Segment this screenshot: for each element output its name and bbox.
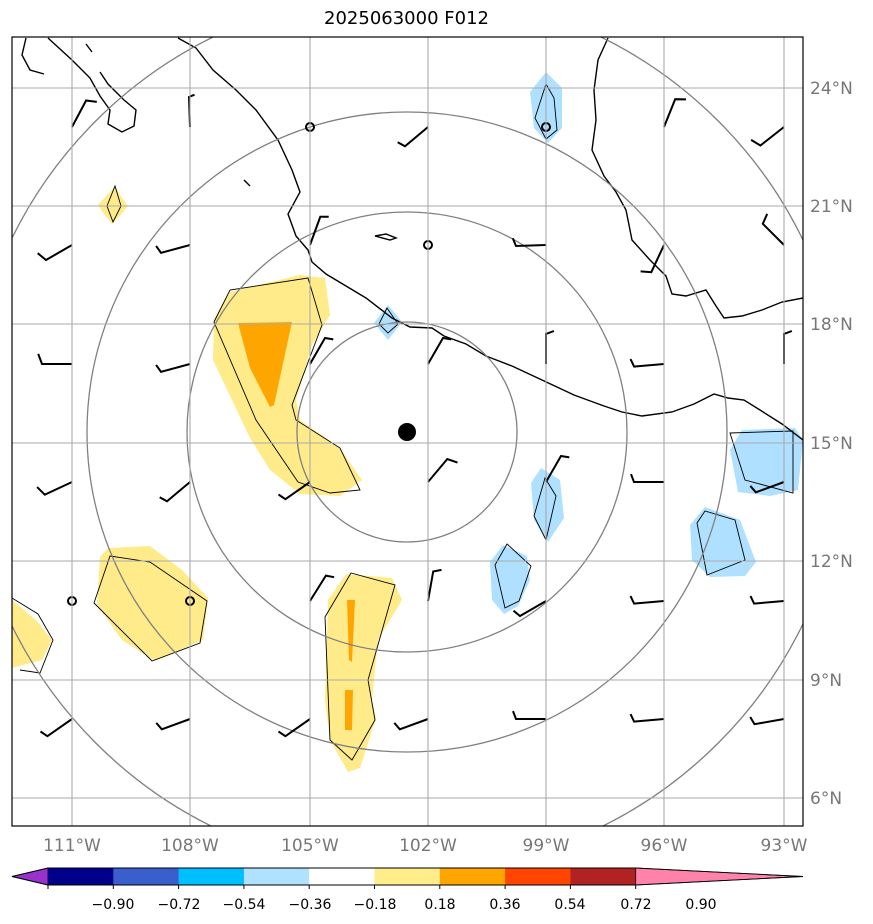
blue-east-1 xyxy=(730,428,803,496)
colorbar-segment xyxy=(243,868,310,885)
colorbar-extend-low xyxy=(11,867,49,886)
wind-barb xyxy=(749,595,785,605)
wind-barb xyxy=(629,595,665,605)
wind-barb xyxy=(393,718,429,731)
shade-small-west xyxy=(98,186,128,224)
wind-barb xyxy=(397,126,429,148)
shade-west-edge xyxy=(12,600,52,668)
orange-northwest xyxy=(238,322,292,407)
wind-barb xyxy=(663,98,687,128)
range-rings xyxy=(12,37,803,826)
colorbar-segment xyxy=(505,868,571,885)
lon-label: 105°W xyxy=(281,836,339,856)
orange-south-1 xyxy=(347,600,355,662)
wind-barb xyxy=(309,336,334,365)
colorbar-tick-label: 0.54 xyxy=(554,897,585,913)
colorbar-segment xyxy=(178,868,245,885)
wind-barb xyxy=(39,718,73,738)
lon-label: 111°W xyxy=(43,836,101,856)
lat-label: 6°N xyxy=(810,789,842,809)
colorbar-segment xyxy=(570,868,637,885)
wind-barb xyxy=(71,99,97,128)
wind-barb xyxy=(512,710,546,720)
wind-barb xyxy=(37,353,72,365)
shade-south-band xyxy=(325,574,402,772)
wind-barb xyxy=(427,457,458,483)
lon-label: 99°W xyxy=(523,836,570,856)
storm-center-marker xyxy=(398,423,416,441)
colorbar-labels: −0.90 −0.72 −0.54 −0.36 −0.18 0.18 0.36 … xyxy=(92,897,717,913)
blue-east-2 xyxy=(690,507,756,577)
wind-barb xyxy=(761,213,785,246)
wind-barb xyxy=(277,718,311,738)
lon-label: 96°W xyxy=(641,836,688,856)
wind-barb xyxy=(36,481,73,496)
wind-barb xyxy=(155,718,191,731)
colorbar-tick-label: −0.18 xyxy=(354,897,397,913)
colorbar-segment xyxy=(439,868,506,885)
colorbar-segment xyxy=(48,868,114,885)
lon-label: 93°W xyxy=(761,836,808,856)
wind-barb xyxy=(749,716,785,726)
colorbar-extend-high xyxy=(635,867,804,886)
wind-barb xyxy=(750,126,785,147)
gridlines xyxy=(12,37,803,826)
ring-2 xyxy=(186,211,628,653)
colorbar-segment xyxy=(309,868,375,885)
wind-barb xyxy=(37,244,73,262)
map-frame xyxy=(11,36,804,827)
colorbar-tick-label: 0.90 xyxy=(685,897,716,913)
colorbar-tick-label: −0.72 xyxy=(158,897,201,913)
lon-label: 102°W xyxy=(399,836,457,856)
colorbar-tick-label: −0.90 xyxy=(92,897,135,913)
map-title: 2025063000 F012 xyxy=(324,8,489,29)
wind-barb xyxy=(309,215,329,246)
colorbar-segment xyxy=(374,868,441,885)
wind-barb xyxy=(512,600,547,618)
lat-label: 15°N xyxy=(810,434,853,454)
wind-barb xyxy=(629,713,665,723)
colorbar-tick-label: −0.36 xyxy=(289,897,332,913)
lat-label: 9°N xyxy=(810,671,842,691)
coastlines xyxy=(21,37,803,441)
lat-label: 12°N xyxy=(810,552,853,572)
wind-barb xyxy=(155,363,191,373)
ring-3 xyxy=(86,111,728,753)
colorbar-tick-label: 0.18 xyxy=(424,897,455,913)
colorbar xyxy=(11,867,804,889)
wind-barb xyxy=(427,568,442,602)
colorbar-segment xyxy=(113,868,180,885)
colorbar-tick-label: 0.72 xyxy=(620,897,651,913)
lat-label: 24°N xyxy=(810,79,853,99)
orange-south-2 xyxy=(345,690,353,730)
blue-mid xyxy=(531,468,564,542)
wind-barb xyxy=(640,244,665,274)
wind-barb xyxy=(155,244,191,254)
shade-southwest-blob xyxy=(97,546,208,661)
wind-barb xyxy=(629,358,665,368)
wind-barb xyxy=(630,473,664,483)
colorbar-tick-label: −0.54 xyxy=(223,897,266,913)
wind-barb xyxy=(159,481,191,503)
wind-barb xyxy=(277,481,311,501)
wind-barb xyxy=(427,336,452,365)
ring-1 xyxy=(296,321,518,543)
latitude-labels: 24°N 21°N 18°N 15°N 12°N 9°N 6°N xyxy=(810,79,853,809)
wind-barb xyxy=(749,481,785,494)
longitude-labels: 111°W 108°W 105°W 102°W 99°W 96°W 93°W xyxy=(43,836,808,856)
colorbar-tick-label: 0.36 xyxy=(489,897,520,913)
wind-barb xyxy=(511,237,547,248)
wind-barb xyxy=(545,454,570,483)
lon-label: 108°W xyxy=(161,836,219,856)
blue-coast xyxy=(374,305,402,340)
wind-barb xyxy=(309,574,335,602)
lat-label: 21°N xyxy=(810,197,853,217)
wind-barbs xyxy=(36,93,793,738)
lat-label: 18°N xyxy=(810,315,853,335)
orange-shading xyxy=(238,322,355,730)
blue-shading xyxy=(374,72,803,614)
